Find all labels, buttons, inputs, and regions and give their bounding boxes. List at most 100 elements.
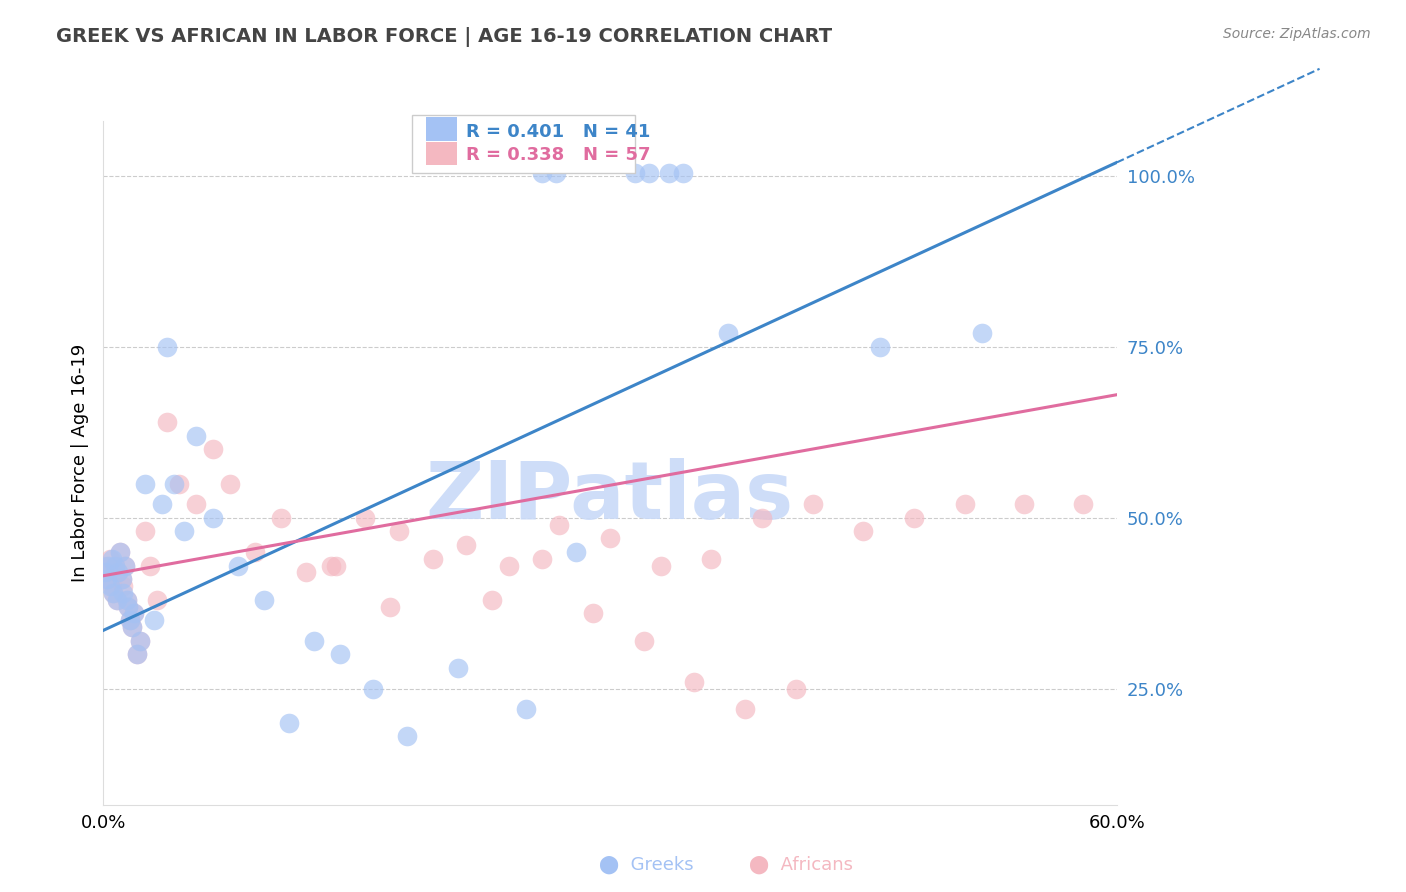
- Point: [121, 620, 143, 634]
- Point: [114, 558, 136, 573]
- Text: ⬤  Africans: ⬤ Africans: [749, 855, 853, 874]
- Point: [565, 545, 588, 559]
- Point: [970, 326, 993, 341]
- Point: [1012, 497, 1035, 511]
- Point: [114, 558, 136, 573]
- Point: [650, 558, 672, 573]
- Point: [751, 510, 773, 524]
- Point: [481, 592, 503, 607]
- Point: [447, 661, 470, 675]
- Point: [218, 476, 240, 491]
- Point: [624, 166, 647, 180]
- Point: [599, 531, 621, 545]
- Point: [94, 566, 117, 580]
- Point: [498, 558, 520, 573]
- Point: [380, 599, 402, 614]
- FancyBboxPatch shape: [412, 114, 636, 173]
- Point: [903, 510, 925, 524]
- Point: [104, 558, 127, 573]
- Point: [226, 558, 249, 573]
- Point: [167, 476, 190, 491]
- Point: [134, 476, 156, 491]
- Point: [98, 551, 121, 566]
- Point: [201, 442, 224, 457]
- Point: [112, 586, 135, 600]
- Point: [120, 613, 142, 627]
- Point: [115, 592, 138, 607]
- Point: [146, 592, 169, 607]
- Point: [105, 592, 128, 607]
- Point: [105, 592, 128, 607]
- Point: [94, 558, 117, 573]
- Text: R = 0.338   N = 57: R = 0.338 N = 57: [465, 146, 651, 164]
- Point: [801, 497, 824, 511]
- Point: [121, 620, 143, 634]
- Point: [142, 613, 165, 627]
- Point: [115, 592, 138, 607]
- Point: [129, 633, 152, 648]
- Point: [100, 551, 122, 566]
- Point: [388, 524, 411, 539]
- Point: [717, 326, 740, 341]
- Point: [363, 681, 385, 696]
- Point: [700, 551, 723, 566]
- Point: [173, 524, 195, 539]
- Point: [108, 545, 131, 559]
- Point: [117, 599, 139, 614]
- Point: [125, 648, 148, 662]
- Point: [184, 428, 207, 442]
- Point: [103, 586, 125, 600]
- Point: [103, 586, 125, 600]
- Point: [734, 702, 756, 716]
- Point: [120, 613, 142, 627]
- Point: [515, 702, 537, 716]
- Point: [637, 166, 659, 180]
- FancyBboxPatch shape: [426, 142, 457, 165]
- Y-axis label: In Labor Force | Age 16-19: In Labor Force | Age 16-19: [72, 344, 89, 582]
- Point: [122, 607, 145, 621]
- Point: [243, 545, 266, 559]
- Point: [139, 558, 162, 573]
- Point: [329, 648, 352, 662]
- Point: [97, 572, 120, 586]
- Point: [354, 510, 377, 524]
- Point: [531, 166, 554, 180]
- Text: R = 0.401   N = 41: R = 0.401 N = 41: [465, 123, 651, 141]
- Point: [156, 340, 179, 354]
- Point: [96, 566, 118, 580]
- Point: [270, 510, 292, 524]
- Point: [953, 497, 976, 511]
- Point: [658, 166, 681, 180]
- Point: [683, 674, 706, 689]
- Point: [633, 633, 655, 648]
- Point: [253, 592, 276, 607]
- Point: [117, 599, 139, 614]
- Point: [785, 681, 807, 696]
- Point: [107, 566, 129, 580]
- Point: [97, 558, 120, 573]
- Point: [184, 497, 207, 511]
- Point: [104, 558, 127, 573]
- Point: [304, 633, 326, 648]
- Point: [321, 558, 343, 573]
- Point: [456, 538, 478, 552]
- Point: [201, 510, 224, 524]
- Point: [325, 558, 347, 573]
- Point: [278, 715, 301, 730]
- Point: [295, 566, 318, 580]
- Point: [1071, 497, 1094, 511]
- Point: [98, 579, 121, 593]
- Point: [582, 607, 605, 621]
- Text: GREEK VS AFRICAN IN LABOR FORCE | AGE 16-19 CORRELATION CHART: GREEK VS AFRICAN IN LABOR FORCE | AGE 16…: [56, 27, 832, 46]
- Point: [111, 572, 134, 586]
- Point: [163, 476, 186, 491]
- Point: [852, 524, 875, 539]
- Point: [422, 551, 444, 566]
- Point: [122, 607, 145, 621]
- Point: [107, 566, 129, 580]
- Point: [125, 648, 148, 662]
- Point: [108, 545, 131, 559]
- Point: [548, 517, 571, 532]
- Point: [396, 730, 419, 744]
- Text: ⬤  Greeks: ⬤ Greeks: [599, 855, 695, 874]
